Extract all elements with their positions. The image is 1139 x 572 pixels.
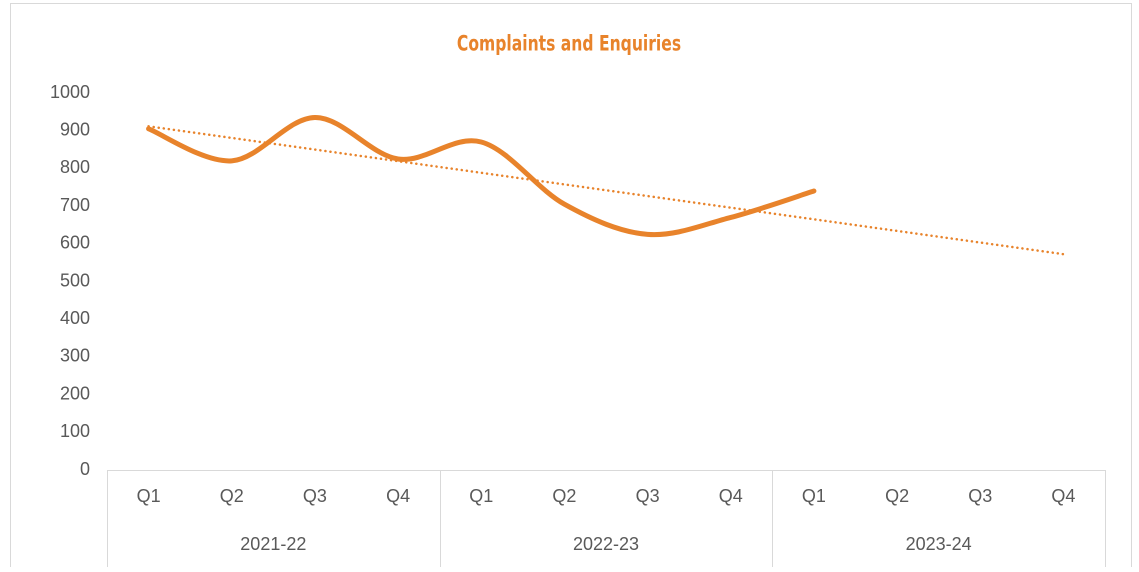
- x-tick-label: Q2: [885, 486, 909, 506]
- y-tick-label: 1000: [50, 82, 90, 102]
- x-tick-label: Q3: [303, 486, 327, 506]
- x-tick-label: Q4: [386, 486, 410, 506]
- y-tick-label: 500: [60, 270, 90, 290]
- y-tick-label: 600: [60, 233, 90, 253]
- y-tick-label: 400: [60, 308, 90, 328]
- y-tick-label: 700: [60, 195, 90, 215]
- x-tick-label: Q1: [469, 486, 493, 506]
- x-tick-label: Q1: [802, 486, 826, 506]
- x-tick-label: Q3: [968, 486, 992, 506]
- trendline: [147, 125, 1065, 256]
- y-tick-label: 200: [60, 383, 90, 403]
- x-tick-label: Q4: [719, 486, 743, 506]
- chart-title: Complaints and Enquiries: [457, 33, 681, 57]
- y-tick-label: 300: [60, 346, 90, 366]
- group-label: 2022-23: [573, 534, 639, 554]
- y-tick-label: 800: [60, 157, 90, 177]
- x-tick-label: Q1: [137, 486, 161, 506]
- y-tick-label: 100: [60, 421, 90, 441]
- x-tick-label: Q3: [636, 486, 660, 506]
- data-line: [146, 115, 817, 238]
- x-tick-label: Q2: [552, 486, 576, 506]
- x-tick-label: Q2: [220, 486, 244, 506]
- y-tick-label: 0: [80, 459, 90, 479]
- x-tick-label: Q4: [1051, 486, 1075, 506]
- chart-border: [10, 3, 1132, 572]
- group-label: 2023-24: [906, 534, 972, 554]
- group-label: 2021-22: [240, 534, 306, 554]
- y-tick-label: 900: [60, 119, 90, 139]
